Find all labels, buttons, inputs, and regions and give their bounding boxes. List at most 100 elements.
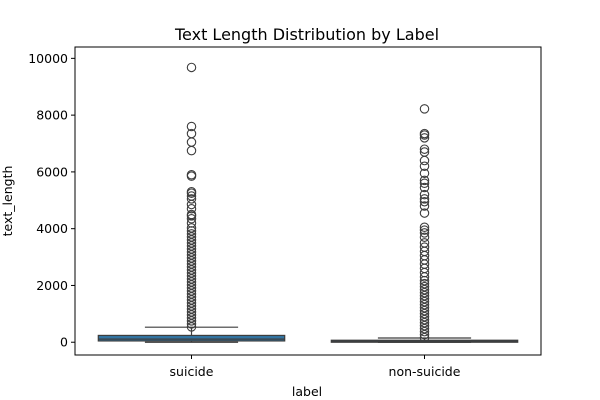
outlier-point: [419, 281, 430, 292]
outlier-point: [186, 313, 197, 323]
outlier-point: [419, 305, 430, 316]
outlier-point: [186, 187, 197, 197]
outlier-point: [419, 314, 430, 325]
outlier-point: [419, 133, 430, 143]
outlier-point: [419, 178, 430, 189]
outlier-point: [186, 253, 197, 263]
outlier-point: [186, 213, 197, 224]
outlier-point: [419, 317, 430, 328]
outlier-point: [186, 307, 197, 317]
outlier-point: [419, 196, 430, 207]
outlier-point: [419, 201, 430, 211]
y-tick-label: 4000: [36, 221, 68, 236]
outlier-point: [419, 293, 430, 304]
y-axis-label: text_length: [0, 166, 15, 237]
outlier-point: [419, 242, 430, 252]
outlier-point: [186, 244, 197, 254]
outlier-point: [186, 310, 197, 320]
outlier-point: [186, 247, 197, 257]
outlier-point: [186, 62, 197, 73]
outlier-point: [186, 277, 197, 287]
outlier-point: [419, 287, 430, 298]
y-tick-label: 10000: [28, 51, 68, 66]
outlier-point: [419, 189, 430, 200]
outlier-point: [419, 308, 430, 319]
outlier-point: [186, 204, 197, 214]
x-axis-label: label: [292, 384, 322, 399]
outlier-point: [186, 271, 197, 281]
outlier-point: [186, 137, 197, 147]
outlier-point: [419, 194, 430, 204]
outlier-point: [419, 284, 430, 295]
outlier-point: [186, 191, 197, 201]
outlier-point: [419, 155, 430, 166]
outlier-point: [186, 274, 197, 284]
outlier-point: [419, 232, 430, 242]
outlier-point: [419, 104, 430, 114]
outlier-point: [419, 161, 430, 171]
outlier-point: [186, 268, 197, 278]
outlier-point: [186, 194, 197, 204]
outlier-point: [186, 295, 197, 305]
outlier-point: [186, 289, 197, 299]
outlier-point: [186, 128, 197, 139]
outlier-point: [419, 323, 430, 334]
x-axis: suicide non-suicide: [170, 355, 461, 379]
outlier-point: [419, 225, 430, 235]
outlier-point: [186, 280, 197, 290]
outlier-point: [419, 228, 430, 238]
outlier-point: [419, 296, 430, 307]
outlier-point: [186, 283, 197, 293]
outlier-point: [419, 222, 430, 233]
outlier-point: [419, 302, 430, 313]
outlier-point: [186, 250, 197, 260]
y-tick-label: 8000: [36, 108, 68, 123]
outlier-point: [186, 292, 197, 302]
outlier-point: [186, 259, 197, 269]
outlier-point: [419, 299, 430, 310]
outlier-point: [186, 298, 197, 308]
chart-title: Text Length Distribution by Label: [174, 25, 439, 44]
box-iqr: [97, 334, 286, 342]
outlier-point: [186, 232, 197, 242]
x-tick-label: non-suicide: [389, 364, 461, 379]
y-tick-label: 2000: [36, 278, 68, 293]
outlier-point: [419, 278, 430, 289]
outlier-point: [186, 209, 197, 220]
outlier-point: [186, 286, 197, 296]
outlier-point: [186, 145, 197, 156]
outlier-point: [186, 223, 197, 233]
outlier-point: [419, 290, 430, 301]
outlier-point: [186, 316, 197, 326]
outlier-point: [419, 208, 430, 218]
outlier-point: [419, 238, 430, 248]
outlier-point: [419, 320, 430, 331]
outlier-point: [419, 168, 430, 179]
outlier-point: [186, 256, 197, 266]
outlier-point: [186, 265, 197, 275]
outlier-point: [419, 326, 430, 337]
outlier-point: [186, 169, 197, 180]
outlier-point: [186, 241, 197, 251]
box-group-suicide: [97, 62, 286, 343]
x-tick-label: suicide: [170, 364, 214, 379]
box-group-non-suicide: [330, 104, 519, 343]
outlier-point: [419, 147, 430, 157]
outlier-point: [186, 262, 197, 272]
plot-frame: [74, 46, 542, 356]
outlier-point: [419, 128, 430, 139]
y-tick-label: 6000: [36, 164, 68, 179]
outlier-point: [186, 235, 197, 245]
outlier-point: [419, 182, 430, 193]
plot-area: [97, 62, 519, 343]
y-tick-label: 0: [60, 335, 68, 350]
outlier-point: [419, 311, 430, 322]
outlier-point: [419, 144, 430, 154]
outlier-point: [186, 229, 197, 239]
outlier-point: [186, 304, 197, 314]
outlier-point: [419, 175, 430, 186]
outlier-point: [186, 301, 197, 311]
y-axis: 0 2000 4000 6000 8000 10000: [28, 51, 75, 350]
outlier-point: [186, 121, 197, 132]
